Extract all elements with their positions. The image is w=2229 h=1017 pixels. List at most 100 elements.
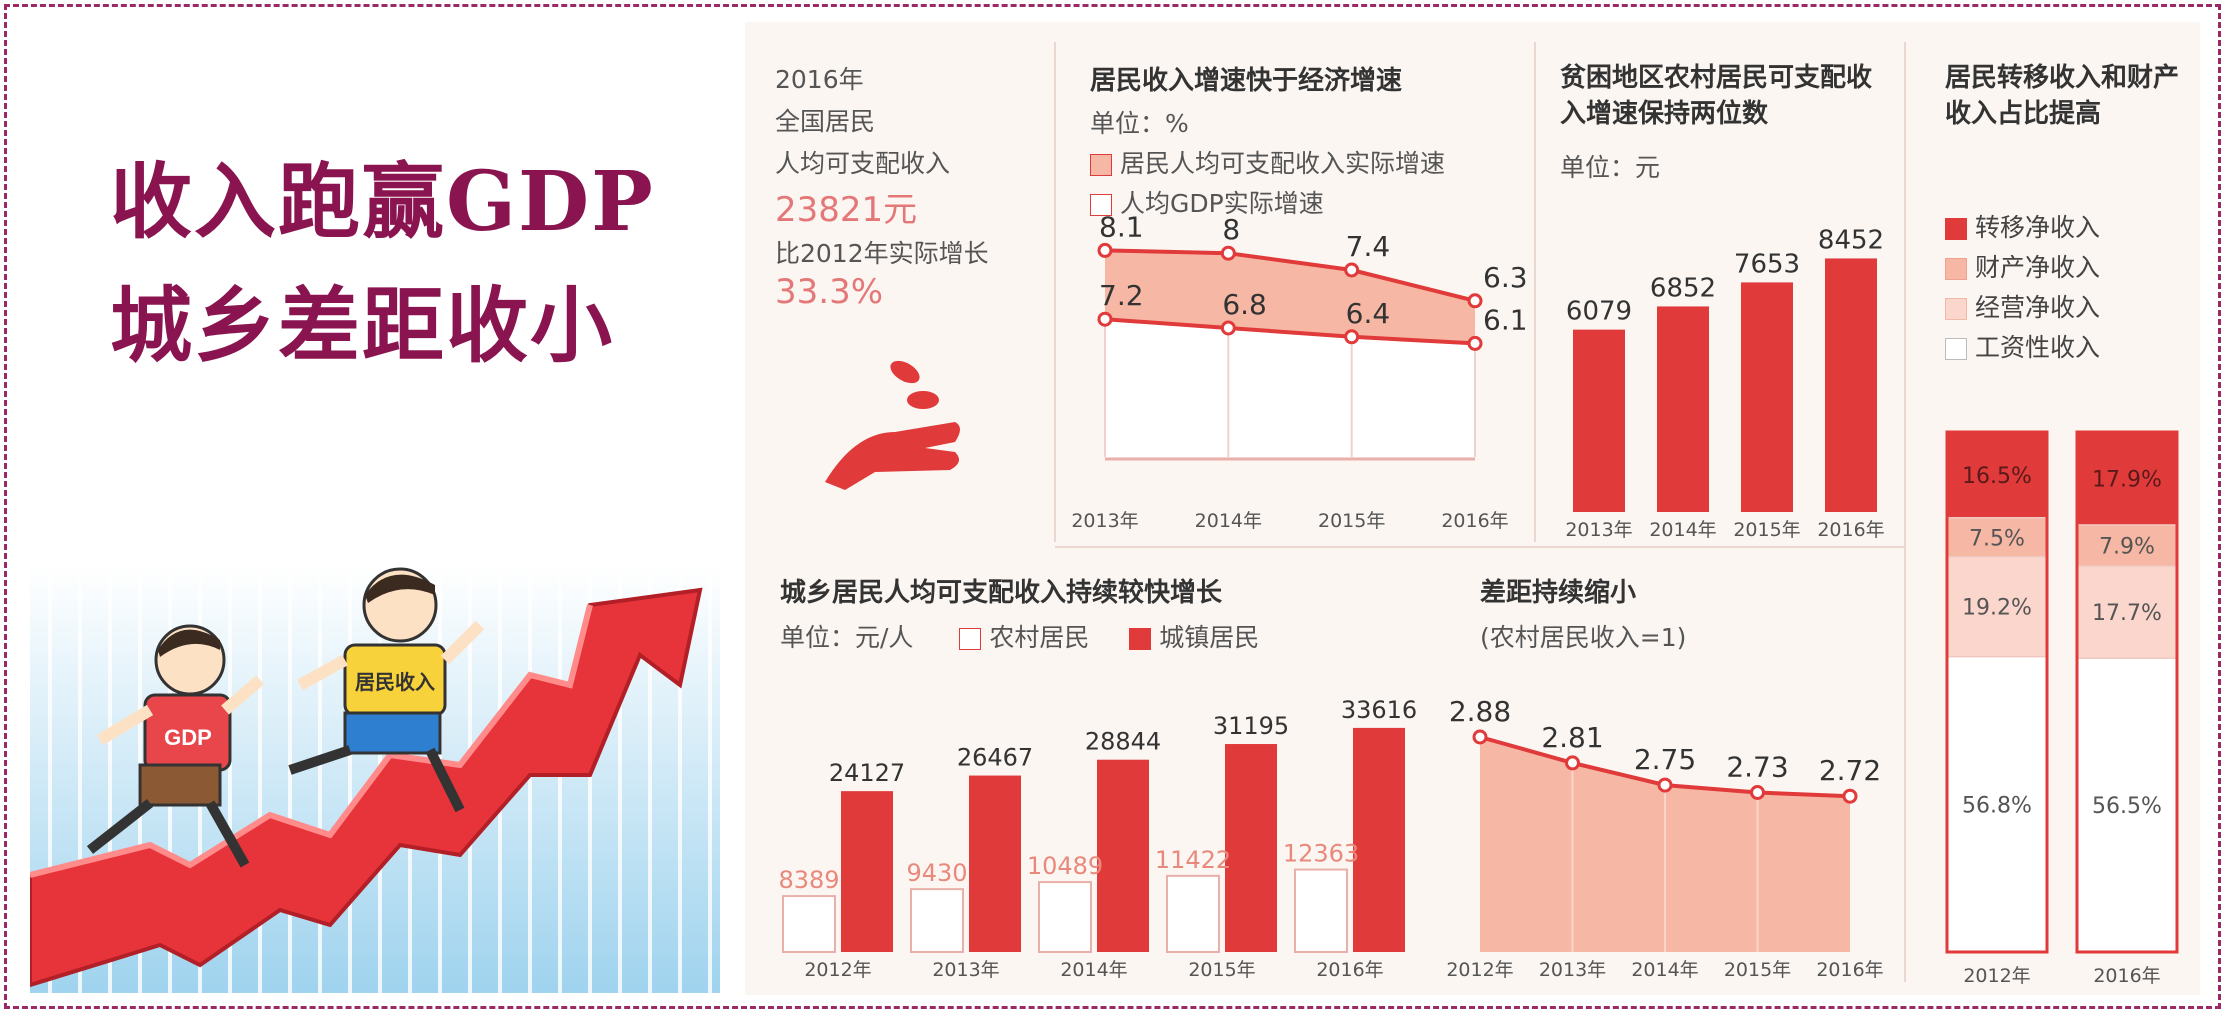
chart1-title: 居民收入增速快于经济增速 — [1090, 66, 1403, 96]
chart2-value-label: 6852 — [1650, 273, 1716, 303]
chart5-value-label: 2.75 — [1634, 743, 1696, 776]
chart3-segment — [1946, 556, 2048, 658]
chart1-svg: 8.1 7.2 2013年 8 6.8 2014年 7.4 6.4 2015年 6.3 6.1 201… — [1071, 210, 1527, 532]
chart1-point-income — [1344, 262, 1360, 278]
chart4-bar-urban — [1097, 759, 1149, 952]
chart1-point-gdp — [1097, 311, 1113, 327]
chart3-segment-label: 17.9% — [2092, 468, 2162, 493]
chart5-point — [1565, 755, 1580, 771]
chart4-label-rural: 11422 — [1155, 846, 1231, 874]
chart1-label-gdp: 6.1 — [1483, 303, 1528, 336]
chart4-label-urban: 28844 — [1085, 728, 1161, 756]
chart2-svg: 6079 2013年 6852 2014年 7653 2015年 8452 2016年 — [1565, 225, 1884, 541]
legend-label-transfer: 转移净收入 — [1975, 213, 2101, 242]
chart1-point-income — [1467, 293, 1483, 309]
chart4-bar-rural — [782, 895, 836, 953]
chart3-bar-outline — [1945, 430, 2049, 954]
chart1-x-tick: 2013年 — [1071, 510, 1138, 532]
legend-swatch-business — [1945, 298, 1967, 320]
chart1-point-gdp — [1344, 329, 1360, 345]
headline-line1: 收入跑赢GDP — [110, 154, 655, 250]
chart2-x-tick: 2013年 — [1565, 519, 1632, 541]
chart1-point-income — [1097, 242, 1113, 258]
chart2-bar — [1825, 258, 1877, 512]
chart3-segment-label: 7.9% — [2099, 535, 2155, 560]
chart1-label-income: 8.1 — [1099, 210, 1144, 243]
legend-swatch-wage — [1945, 338, 1967, 360]
chart4-label-urban: 33616 — [1341, 696, 1417, 724]
chart3-segment-label: 7.5% — [1969, 526, 2025, 551]
chart1-label-income: 7.4 — [1346, 230, 1391, 263]
chart4-x-tick: 2014年 — [1060, 959, 1127, 981]
chart5-point — [1842, 788, 1858, 804]
chart3-segment-label: 17.7% — [2092, 601, 2162, 626]
chart2-unit: 单位：元 — [1560, 153, 1661, 182]
chart4-label-rural: 9430 — [906, 859, 967, 887]
summary-growth-value: 33.3% — [775, 272, 884, 312]
chart1-label-gdp: 6.4 — [1346, 297, 1391, 330]
legend-swatch-a — [1090, 154, 1112, 176]
chart3-segment — [2076, 565, 2178, 659]
chart4-title: 城乡居民人均可支配收入持续较快增长 — [780, 578, 1223, 608]
chart5-x-tick: 2016年 — [1816, 959, 1883, 981]
chart2-x-tick: 2016年 — [1817, 519, 1884, 541]
legend-label-property: 财产净收入 — [1975, 253, 2101, 282]
chart4-x-tick: 2012年 — [804, 959, 871, 981]
summary-value: 23821元 — [775, 190, 918, 230]
chart1-legend-b: 人均GDP实际增速 — [1090, 184, 1324, 220]
chart5-x-tick: 2014年 — [1631, 959, 1698, 981]
chart2-bar — [1741, 282, 1793, 512]
legend-swatch-property — [1945, 258, 1967, 280]
chart1-line-gdp — [1104, 317, 1476, 346]
summary-year: 2016年 — [775, 65, 864, 94]
chart4-x-tick: 2013年 — [932, 959, 999, 981]
legend-label-urban: 城镇居民 — [1159, 623, 1260, 652]
chart5-x-tick: 2012年 — [1446, 959, 1513, 981]
chart4-bar-urban — [1353, 727, 1405, 952]
chart1-point-gdp — [1467, 335, 1483, 351]
chart4-bar-rural — [1166, 874, 1220, 953]
chart4-x-tick: 2016年 — [1316, 959, 1383, 981]
chart1-legend-a: 居民人均可支配收入实际增速 — [1090, 144, 1445, 180]
chart2-value-label: 8452 — [1818, 225, 1884, 255]
chart4-label-rural: 8389 — [778, 866, 839, 894]
chart4-svg: 8389 24127 2012年 9430 26467 2013年 10489 28844 20… — [778, 696, 1417, 981]
runner-gdp-label: GDP — [164, 725, 212, 750]
legend-label-wage: 工资性收入 — [1975, 333, 2101, 362]
chart3-segment — [2076, 431, 2178, 526]
chart3-segment-label: 19.2% — [1962, 596, 2032, 621]
chart5-point — [1657, 777, 1673, 793]
chart4-bar-rural — [1038, 881, 1092, 953]
chart1-label-income: 8 — [1222, 213, 1240, 246]
runners-illustration: GDP 居民收入 — [30, 565, 720, 993]
chart3-x-tick: 2016年 — [2093, 965, 2160, 987]
legend-swatch-rural — [959, 628, 982, 650]
chart4-label-rural: 12363 — [1283, 840, 1359, 868]
chart2-value-label: 6079 — [1566, 297, 1632, 327]
legend-label-business: 经营净收入 — [1975, 293, 2101, 322]
infographic-panel: 2016年 全国居民 人均可支配收入 23821元 比2012年实际增长 33.… — [745, 22, 2200, 995]
legend-swatch-transfer — [1945, 218, 1967, 240]
chart4-label-urban: 31195 — [1213, 712, 1289, 740]
legend-swatch-urban — [1129, 628, 1152, 650]
chart5-point — [1472, 729, 1488, 745]
chart4-unit: 单位：元/人 — [780, 623, 914, 652]
legend-label-a: 居民人均可支配收入实际增速 — [1120, 149, 1446, 178]
chart1-line-income — [1104, 248, 1476, 303]
chart4-label-urban: 24127 — [829, 759, 905, 787]
chart5-value-label: 2.81 — [1541, 721, 1603, 754]
chart1-x-tick: 2015年 — [1318, 510, 1385, 532]
chart3-bar-outline — [2075, 430, 2179, 954]
chart4-bar-rural — [910, 888, 964, 953]
chart1-point-gdp — [1220, 320, 1236, 336]
chart1-x-tick: 2014年 — [1195, 510, 1262, 532]
chart5-x-tick: 2015年 — [1724, 959, 1791, 981]
chart1-x-tick: 2016年 — [1441, 510, 1508, 532]
chart4-bar-urban — [1225, 744, 1277, 952]
chart3-segment-label: 56.5% — [2092, 794, 2162, 819]
legend-swatch-b — [1090, 194, 1112, 216]
chart2-x-tick: 2014年 — [1649, 519, 1716, 541]
chart1-label-gdp: 7.2 — [1099, 279, 1144, 312]
legend-transfer: 转移净收入 — [1945, 208, 2100, 244]
illustration-graphic: GDP 居民收入 — [30, 565, 720, 993]
